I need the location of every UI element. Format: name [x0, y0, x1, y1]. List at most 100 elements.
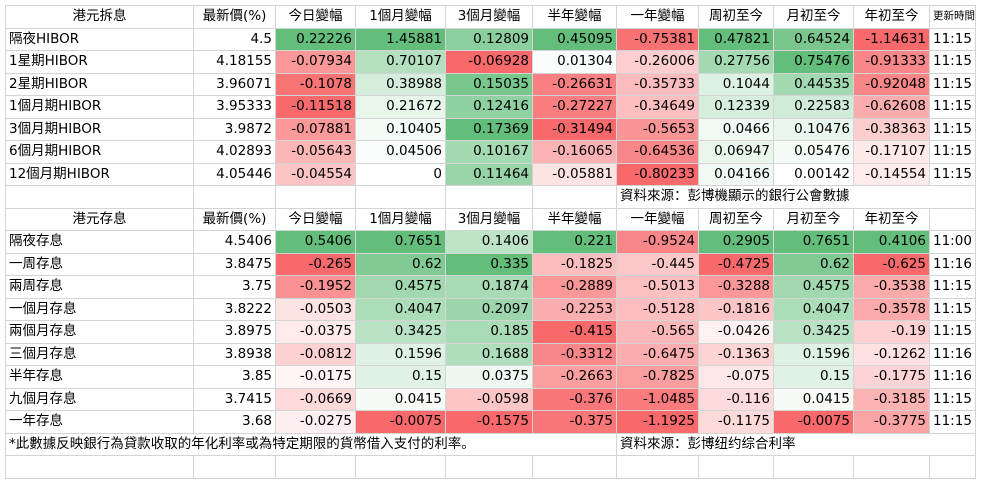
hibor-cell[interactable]: -0.11518	[275, 95, 356, 119]
hibor-cell[interactable]: 4.05446	[193, 162, 276, 186]
hibor-cell[interactable]: 0	[355, 162, 446, 186]
deposit-cell[interactable]: -0.5128	[616, 297, 699, 321]
deposit-row-name[interactable]: 兩周存息	[5, 275, 194, 299]
deposit-cell[interactable]: 0.62	[773, 252, 854, 276]
hibor-cell[interactable]: 0.22226	[275, 27, 356, 51]
hibor-cell[interactable]: 0.10476	[773, 117, 854, 141]
hibor-cell[interactable]: 0.64524	[773, 27, 854, 51]
deposit-cell[interactable]: -0.3578	[853, 297, 930, 321]
deposit-cell[interactable]: -0.2663	[532, 365, 617, 389]
deposit-cell[interactable]: -0.0175	[275, 365, 356, 389]
deposit-cell[interactable]: 0.1406	[445, 230, 533, 254]
deposit-cell[interactable]: 3.68	[193, 410, 276, 434]
deposit-cell[interactable]: 0.7651	[773, 230, 854, 254]
hibor-cell[interactable]: 3.9872	[193, 117, 276, 141]
hibor-row-name[interactable]: 2星期HIBOR	[5, 72, 194, 96]
deposit-cell[interactable]: -0.0375	[275, 320, 356, 344]
deposit-cell[interactable]: 3.8975	[193, 320, 276, 344]
hibor-cell[interactable]: -0.26631	[532, 72, 617, 96]
hibor-cell[interactable]: -0.5653	[616, 117, 699, 141]
hibor-cell[interactable]: 0.27756	[698, 50, 774, 74]
deposit-cell[interactable]: 0.15	[773, 365, 854, 389]
deposit-row-name[interactable]: 三個月存息	[5, 342, 194, 366]
hibor-cell[interactable]: -0.27227	[532, 95, 617, 119]
deposit-cell[interactable]: -0.3538	[853, 275, 930, 299]
hibor-row-name[interactable]: 1個月期HIBOR	[5, 95, 194, 119]
deposit-cell[interactable]: 0.15	[355, 365, 446, 389]
hibor-cell[interactable]: 3.95333	[193, 95, 276, 119]
hibor-cell[interactable]: -0.26006	[616, 50, 699, 74]
deposit-cell[interactable]: 4.5406	[193, 230, 276, 254]
deposit-cell[interactable]: 3.75	[193, 275, 276, 299]
hibor-cell[interactable]: -0.07934	[275, 50, 356, 74]
deposit-cell[interactable]: -1.0485	[616, 387, 699, 411]
hibor-cell[interactable]: -0.06928	[445, 50, 533, 74]
deposit-cell[interactable]: -0.565	[616, 320, 699, 344]
deposit-cell[interactable]: 0.4575	[355, 275, 446, 299]
hibor-cell[interactable]: 0.10167	[445, 140, 533, 164]
hibor-update-time[interactable]: 11:15	[929, 95, 976, 119]
deposit-cell[interactable]: -0.3312	[532, 342, 617, 366]
deposit-row-name[interactable]: 兩個月存息	[5, 320, 194, 344]
hibor-update-time[interactable]: 11:15	[929, 117, 976, 141]
deposit-cell[interactable]: 0.0375	[445, 365, 533, 389]
hibor-cell[interactable]: -1.14631	[853, 27, 930, 51]
deposit-cell[interactable]: -0.19	[853, 320, 930, 344]
deposit-cell[interactable]: -0.1363	[698, 342, 774, 366]
hibor-cell[interactable]: 4.18155	[193, 50, 276, 74]
hibor-cell[interactable]: 0.75476	[773, 50, 854, 74]
deposit-cell[interactable]: 0.3425	[355, 320, 446, 344]
hibor-cell[interactable]: 0.12339	[698, 95, 774, 119]
hibor-cell[interactable]: 0.0466	[698, 117, 774, 141]
deposit-cell[interactable]: 3.8938	[193, 342, 276, 366]
hibor-cell[interactable]: 1.45881	[355, 27, 446, 51]
deposit-cell[interactable]: 3.7415	[193, 387, 276, 411]
deposit-cell[interactable]: -0.6475	[616, 342, 699, 366]
hibor-cell[interactable]: 0.12416	[445, 95, 533, 119]
deposit-cell[interactable]: -0.9524	[616, 230, 699, 254]
deposit-cell[interactable]: -1.1925	[616, 410, 699, 434]
deposit-cell[interactable]: -0.375	[532, 410, 617, 434]
deposit-update-time[interactable]: 11:00	[929, 230, 976, 254]
deposit-cell[interactable]: 0.62	[355, 252, 446, 276]
hibor-cell[interactable]: -0.07881	[275, 117, 356, 141]
hibor-cell[interactable]: -0.17107	[853, 140, 930, 164]
deposit-row-name[interactable]: 一年存息	[5, 410, 194, 434]
deposit-row-name[interactable]: 一個月存息	[5, 297, 194, 321]
hibor-cell[interactable]: -0.64536	[616, 140, 699, 164]
hibor-cell[interactable]: -0.34649	[616, 95, 699, 119]
deposit-cell[interactable]: -0.7825	[616, 365, 699, 389]
deposit-update-time[interactable]: 11:15	[929, 410, 976, 434]
deposit-cell[interactable]: 0.0415	[773, 387, 854, 411]
deposit-cell[interactable]: 0.7651	[355, 230, 446, 254]
deposit-update-time[interactable]: 11:16	[929, 365, 976, 389]
deposit-cell[interactable]: -0.3185	[853, 387, 930, 411]
deposit-cell[interactable]: -0.3775	[853, 410, 930, 434]
deposit-cell[interactable]: 0.1874	[445, 275, 533, 299]
deposit-update-time[interactable]: 11:15	[929, 320, 976, 344]
hibor-update-time[interactable]: 11:15	[929, 50, 976, 74]
hibor-update-time[interactable]: 11:15	[929, 27, 976, 51]
hibor-cell[interactable]: -0.05643	[275, 140, 356, 164]
hibor-cell[interactable]: 0.10405	[355, 117, 446, 141]
deposit-cell[interactable]: 0.5406	[275, 230, 356, 254]
deposit-cell[interactable]: 0.2097	[445, 297, 533, 321]
deposit-cell[interactable]: -0.1816	[698, 297, 774, 321]
deposit-cell[interactable]: -0.1175	[698, 410, 774, 434]
deposit-update-time[interactable]: 11:15	[929, 275, 976, 299]
hibor-cell[interactable]: 4.5	[193, 27, 276, 51]
deposit-cell[interactable]: -0.265	[275, 252, 356, 276]
deposit-cell[interactable]: -0.415	[532, 320, 617, 344]
hibor-cell[interactable]: 0.22583	[773, 95, 854, 119]
deposit-row-name[interactable]: 半年存息	[5, 365, 194, 389]
deposit-cell[interactable]: -0.0812	[275, 342, 356, 366]
deposit-cell[interactable]: -0.0598	[445, 387, 533, 411]
hibor-cell[interactable]: 0.47821	[698, 27, 774, 51]
hibor-cell[interactable]: -0.35733	[616, 72, 699, 96]
deposit-row-name[interactable]: 隔夜存息	[5, 230, 194, 254]
hibor-cell[interactable]: 0.38988	[355, 72, 446, 96]
deposit-cell[interactable]: -0.445	[616, 252, 699, 276]
deposit-cell[interactable]: -0.0275	[275, 410, 356, 434]
deposit-cell[interactable]: -0.075	[698, 365, 774, 389]
hibor-cell[interactable]: -0.75381	[616, 27, 699, 51]
